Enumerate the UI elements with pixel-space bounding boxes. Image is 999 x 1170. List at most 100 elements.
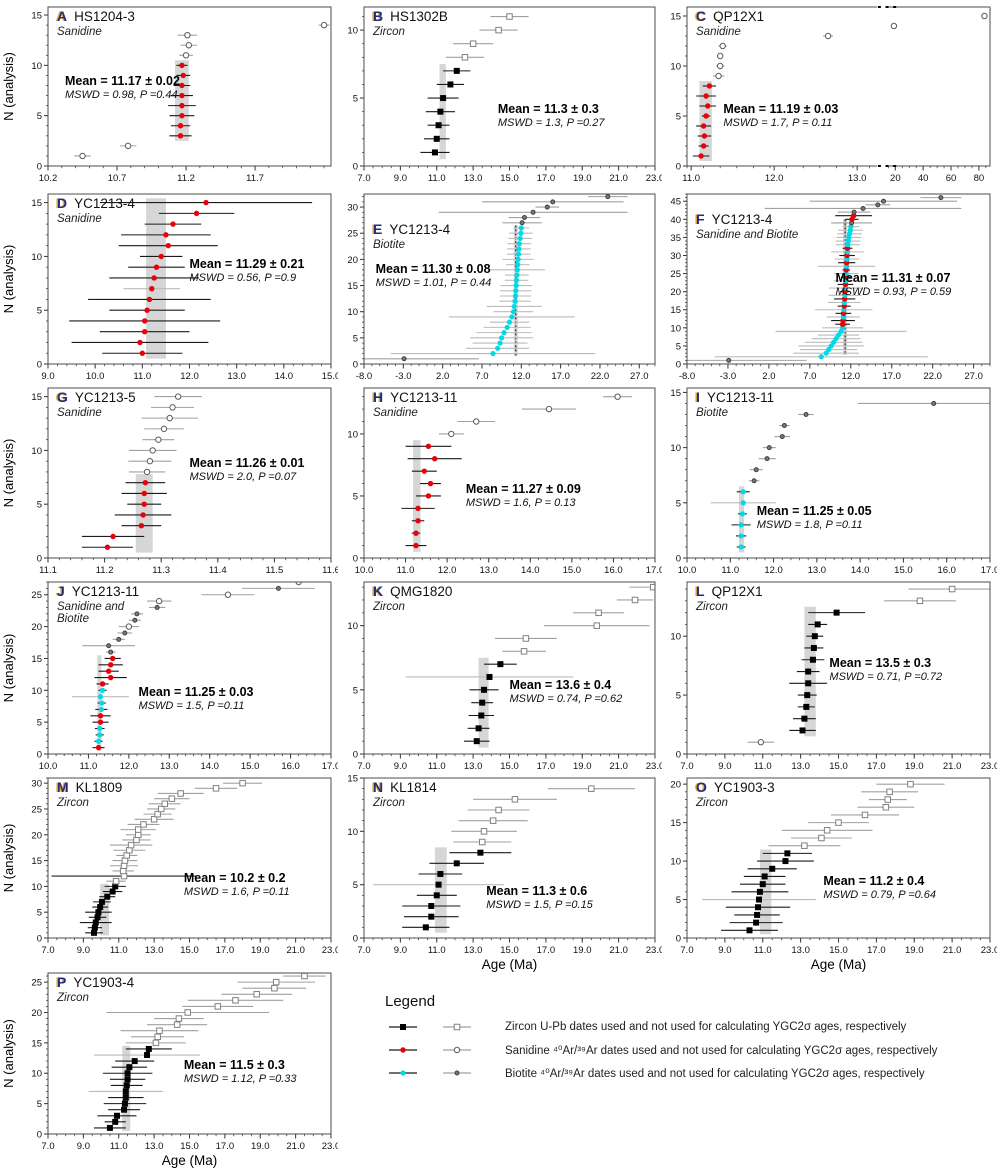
mean-value: Mean = 11.30 ± 0.08 bbox=[375, 262, 491, 276]
svg-text:10.0: 10.0 bbox=[355, 565, 374, 576]
svg-text:15.0: 15.0 bbox=[322, 371, 338, 382]
svg-text:-3.0: -3.0 bbox=[720, 371, 736, 382]
svg-text:80: 80 bbox=[974, 173, 985, 184]
legend-row: Zircon U-Pb dates used and not used for … bbox=[385, 1020, 995, 1034]
svg-text:9.0: 9.0 bbox=[718, 945, 731, 956]
svg-text:25: 25 bbox=[31, 804, 42, 815]
svg-text:15: 15 bbox=[670, 305, 681, 316]
svg-text:10: 10 bbox=[347, 307, 358, 318]
svg-text:16.0: 16.0 bbox=[937, 565, 956, 576]
panel-title-E: E YC1213-4 bbox=[373, 221, 450, 238]
svg-text:11.2: 11.2 bbox=[96, 565, 114, 576]
svg-text:23.0: 23.0 bbox=[322, 1141, 338, 1152]
svg-text:20: 20 bbox=[670, 287, 681, 298]
svg-text:11.0: 11.0 bbox=[428, 761, 446, 772]
svg-text:2.0: 2.0 bbox=[436, 371, 449, 382]
panel-title-O: O YC1903-3 bbox=[696, 780, 775, 796]
svg-text:11.1: 11.1 bbox=[39, 565, 57, 576]
legend-marker-bu-bn bbox=[389, 1070, 471, 1076]
svg-text:15.0: 15.0 bbox=[829, 761, 848, 772]
svg-text:11.0: 11.0 bbox=[754, 761, 772, 772]
mswd-value: MSWD = 1.01, P = 0.44 bbox=[375, 277, 492, 289]
svg-text:11.0: 11.0 bbox=[721, 565, 739, 576]
svg-text:0: 0 bbox=[37, 1130, 42, 1141]
svg-text:10: 10 bbox=[670, 62, 681, 73]
mswd-value: MSWD = 1.12, P =0.33 bbox=[183, 1073, 297, 1086]
mean-value: Mean = 11.3 ± 0.6 bbox=[486, 883, 588, 898]
panel-letter: A bbox=[57, 8, 68, 24]
svg-text:0: 0 bbox=[676, 934, 681, 945]
sample-name: YC1213-4 bbox=[711, 212, 773, 227]
svg-text:10.0: 10.0 bbox=[678, 565, 697, 576]
stats-annotation: Mean = 11.31 ± 0.07 MSWD = 0.93, P = 0.59 bbox=[835, 271, 951, 298]
svg-text:11.0: 11.0 bbox=[428, 945, 446, 956]
stats-annotation: Mean = 11.2 ± 0.4 MSWD = 0.79, P =0.64 bbox=[823, 874, 936, 901]
panel-letter: B bbox=[373, 8, 384, 24]
mswd-value: MSWD = 0.93, P = 0.59 bbox=[835, 285, 952, 298]
mineral-label: Sanidine bbox=[57, 26, 102, 38]
mean-value: Mean = 11.27 ± 0.09 bbox=[465, 481, 581, 496]
mineral-label: Zircon bbox=[373, 797, 405, 809]
svg-text:11.0: 11.0 bbox=[110, 1141, 128, 1152]
svg-text:13.0: 13.0 bbox=[808, 565, 827, 576]
svg-text:13.0: 13.0 bbox=[848, 173, 867, 184]
svg-text:5: 5 bbox=[37, 306, 42, 317]
svg-text:17.0: 17.0 bbox=[981, 565, 997, 576]
mineral-label: Sanidine bbox=[57, 407, 102, 419]
panel-title-L: L QP12X1 bbox=[696, 584, 763, 600]
svg-text:5: 5 bbox=[37, 1099, 42, 1110]
svg-text:15: 15 bbox=[31, 198, 42, 209]
svg-text:15: 15 bbox=[31, 11, 42, 22]
svg-text:40: 40 bbox=[918, 173, 929, 184]
svg-text:17.0: 17.0 bbox=[322, 761, 338, 772]
mswd-value: MSWD = 1.6, P = 0.13 bbox=[465, 496, 576, 509]
legend-row-text: Biotite ⁴⁰Ar/³⁹Ar dates used and not use… bbox=[505, 1068, 925, 1080]
svg-text:10: 10 bbox=[31, 686, 42, 697]
mineral-label: Sanidine and Biotite bbox=[57, 601, 125, 625]
mswd-value: MSWD = 1.3, P =0.27 bbox=[497, 117, 605, 130]
svg-text:22.0: 22.0 bbox=[591, 371, 610, 382]
svg-text:21.0: 21.0 bbox=[943, 945, 962, 956]
svg-text:19.0: 19.0 bbox=[573, 945, 592, 956]
svg-text:60: 60 bbox=[946, 173, 957, 184]
svg-text:23.0: 23.0 bbox=[981, 945, 997, 956]
svg-text:13.0: 13.0 bbox=[791, 761, 810, 772]
svg-text:11.4: 11.4 bbox=[209, 565, 227, 576]
svg-text:0: 0 bbox=[37, 934, 42, 945]
sample-name: YC1903-3 bbox=[713, 780, 775, 795]
mean-value: Mean = 11.25 ± 0.05 bbox=[756, 503, 872, 518]
panel-letter: G bbox=[57, 389, 68, 405]
mean-value: Mean = 11.26 ± 0.01 bbox=[189, 456, 305, 470]
svg-text:0: 0 bbox=[676, 360, 681, 371]
svg-text:11.0: 11.0 bbox=[80, 761, 98, 772]
x-axis-label: Age (Ma) bbox=[482, 957, 538, 972]
mean-value: Mean = 11.5 ± 0.3 bbox=[183, 1058, 285, 1073]
svg-text:5: 5 bbox=[353, 333, 358, 344]
panel-letter: M bbox=[57, 779, 69, 795]
panel-L: 7.0 9.0 11.0 13.0 15.0 17.0 19.0 21.0 23.0 0 5 10 L Q… bbox=[663, 577, 997, 773]
panel-I: 10.0 11.0 12.0 13.0 14.0 15.0 16.0 17.0 0 5 10 15 I Y… bbox=[663, 383, 997, 577]
svg-text:7.0: 7.0 bbox=[41, 1141, 54, 1152]
svg-text:23.0: 23.0 bbox=[646, 173, 662, 184]
svg-text:15: 15 bbox=[670, 12, 681, 23]
stats-annotation: Mean = 11.27 ± 0.09 MSWD = 1.6, P = 0.13 bbox=[466, 482, 581, 509]
svg-text:11.2: 11.2 bbox=[177, 173, 195, 184]
svg-text:12.0: 12.0 bbox=[438, 565, 457, 576]
panel-letter: E bbox=[373, 221, 383, 237]
svg-text:17.0: 17.0 bbox=[537, 173, 556, 184]
svg-text:14.0: 14.0 bbox=[200, 761, 219, 772]
mswd-value: MSWD = 0.71, P =0.72 bbox=[829, 670, 943, 683]
svg-text:11.5: 11.5 bbox=[266, 565, 284, 576]
mean-value: Mean = 11.3 ± 0.3 bbox=[497, 102, 599, 117]
svg-text:5: 5 bbox=[37, 500, 42, 511]
svg-text:40: 40 bbox=[670, 215, 681, 226]
svg-text:0: 0 bbox=[676, 750, 681, 761]
svg-text:12.0: 12.0 bbox=[765, 173, 784, 184]
mean-value: Mean = 11.29 ± 0.21 bbox=[189, 256, 305, 271]
panel-P: 7.0 9.0 11.0 13.0 15.0 17.0 19.0 21.0 23.0 0 5 10 15… bbox=[2, 968, 338, 1168]
svg-text:15: 15 bbox=[31, 1038, 42, 1049]
stats-annotation: Mean = 11.3 ± 0.3 MSWD = 1.3, P =0.27 bbox=[498, 102, 605, 129]
svg-text:45: 45 bbox=[670, 197, 681, 208]
svg-text:15.0: 15.0 bbox=[180, 1141, 199, 1152]
x-axis-label: Age (Ma) bbox=[162, 1153, 218, 1168]
